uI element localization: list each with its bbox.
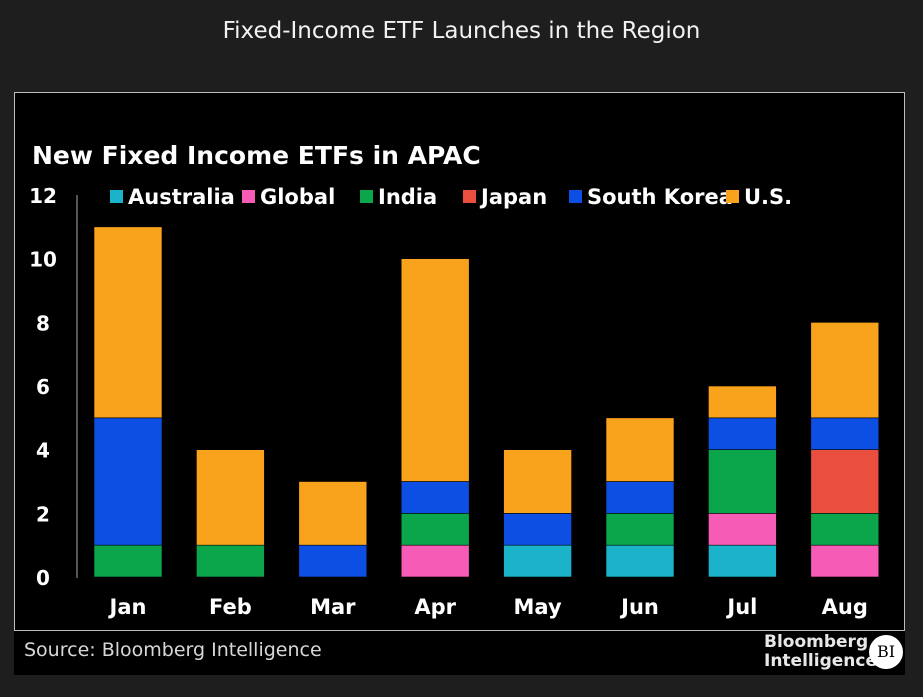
chart-title: New Fixed Income ETFs in APAC (32, 141, 481, 170)
legend-label: India (378, 185, 437, 209)
y-tick-label: 12 (29, 184, 57, 208)
bar-mar-u-s- (298, 481, 368, 546)
y-tick-label: 0 (36, 566, 50, 590)
legend-swatch-south-korea (569, 190, 582, 203)
bar-jul-global (708, 513, 777, 546)
bar-jan-u-s- (93, 226, 163, 419)
legend-label: Japan (479, 185, 547, 209)
bar-jun-u-s- (605, 417, 675, 482)
bar-jul-india (708, 449, 777, 514)
bar-apr-u-s- (400, 258, 470, 482)
bar-jul-u-s- (708, 385, 777, 419)
page-title: Fixed-Income ETF Launches in the Region (222, 18, 701, 44)
bar-aug-global (810, 544, 880, 578)
bar-aug-south-korea (810, 417, 880, 450)
bar-jun-south-korea (605, 481, 675, 514)
legend-swatch-japan (463, 190, 476, 203)
chart-frame (14, 92, 905, 631)
y-tick-label: 4 (36, 439, 50, 463)
legend-label: Australia (128, 185, 235, 209)
bar-may-australia (503, 544, 572, 578)
legend-swatch-global (242, 190, 255, 203)
bar-apr-south-korea (400, 481, 470, 514)
bar-jan-south-korea (93, 417, 163, 546)
bar-mar-south-korea (298, 544, 368, 578)
legend-label: Global (260, 185, 335, 209)
legend-label: South Korea (587, 185, 733, 209)
legend-swatch-u-s- (726, 190, 739, 203)
x-tick-label: Jan (108, 595, 147, 619)
logo-line-2: Intelligence (764, 651, 877, 671)
bar-feb-u-s- (196, 449, 265, 546)
bar-jun-australia (605, 544, 675, 578)
x-tick-label: Feb (209, 595, 252, 619)
x-tick-label: May (514, 595, 562, 619)
bar-jul-australia (708, 544, 777, 578)
bar-aug-japan (810, 449, 880, 514)
bar-feb-india (196, 544, 265, 578)
bar-may-u-s- (503, 449, 572, 514)
bar-aug-india (810, 513, 880, 546)
bar-may-south-korea (503, 513, 572, 546)
legend-swatch-india (360, 190, 373, 203)
logo-line-1: Bloomberg (764, 632, 869, 652)
bar-jan-india (93, 544, 163, 578)
y-tick-label: 6 (36, 375, 50, 399)
x-tick-label: Jul (725, 595, 757, 619)
y-tick-label: 10 (29, 248, 57, 272)
legend-swatch-australia (110, 190, 123, 203)
legend-label: U.S. (744, 185, 792, 209)
source-note: Source: Bloomberg Intelligence (24, 639, 322, 661)
y-tick-label: 8 (36, 311, 50, 335)
bar-apr-global (400, 544, 470, 578)
x-tick-label: Mar (310, 595, 356, 619)
bi-badge-icon: BI (869, 635, 903, 669)
bar-apr-india (400, 513, 470, 546)
x-tick-label: Apr (414, 595, 456, 619)
bar-aug-u-s- (810, 322, 880, 419)
x-tick-label: Jun (619, 595, 659, 619)
y-tick-label: 2 (36, 502, 50, 526)
bar-jun-india (605, 513, 675, 546)
bar-jul-south-korea (708, 417, 777, 450)
x-tick-label: Aug (822, 595, 868, 619)
bloomberg-intelligence-logo: Bloomberg Intelligence (764, 633, 877, 671)
